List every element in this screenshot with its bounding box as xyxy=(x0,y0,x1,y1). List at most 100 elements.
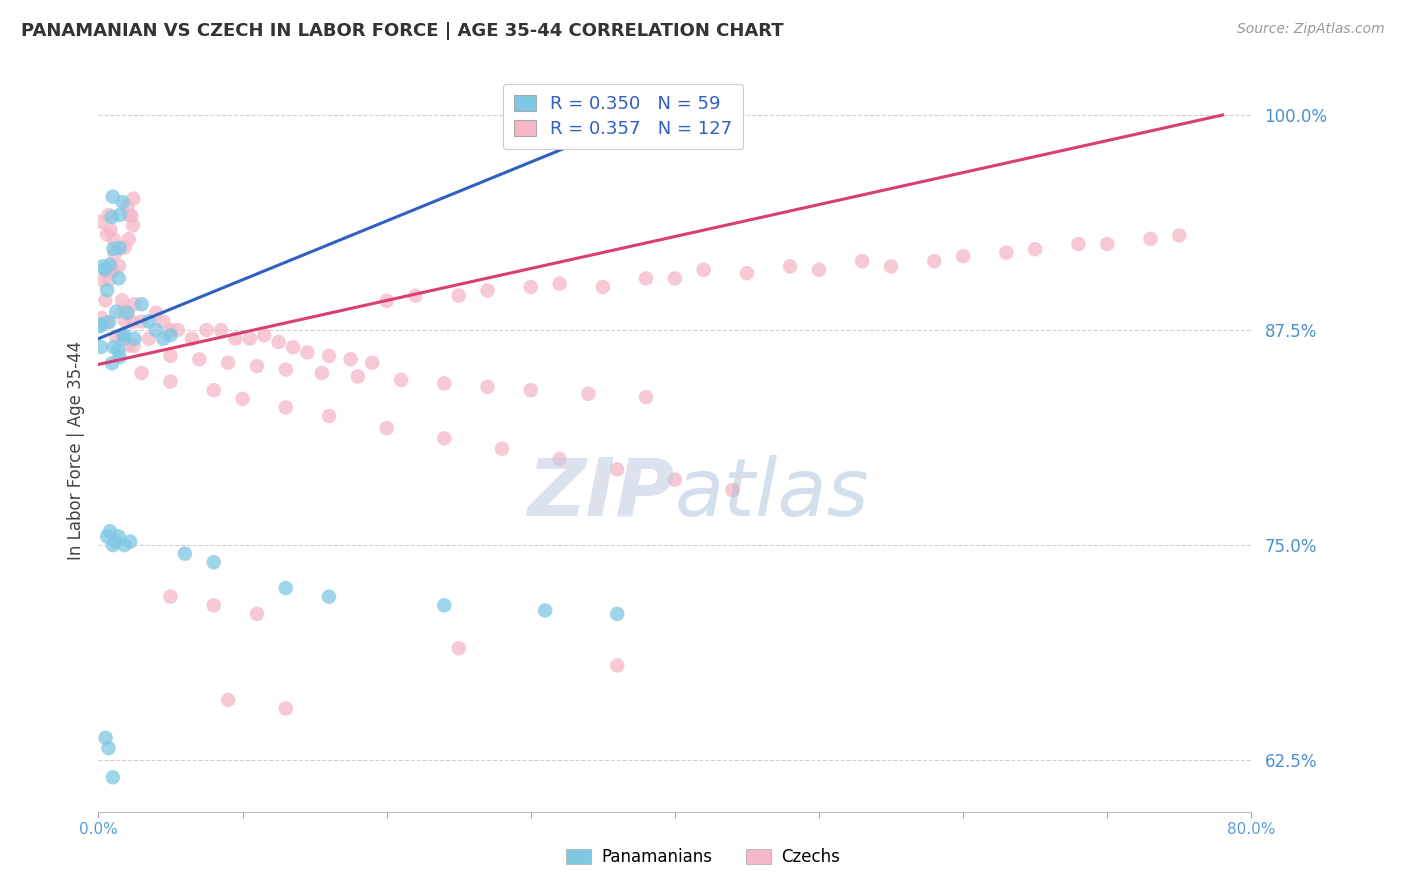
Point xyxy=(166,323,188,337)
Point xyxy=(1139,232,1161,246)
Point xyxy=(118,232,141,246)
Point xyxy=(100,223,122,237)
Point xyxy=(107,343,129,358)
Point xyxy=(318,590,340,604)
Point xyxy=(202,384,225,398)
Point xyxy=(1067,237,1090,252)
Point xyxy=(121,209,143,223)
Point xyxy=(145,306,167,320)
Point xyxy=(433,599,456,613)
Point xyxy=(138,314,160,328)
Point xyxy=(103,242,125,256)
Point xyxy=(131,297,153,311)
Point xyxy=(101,189,124,203)
Point xyxy=(103,233,125,247)
Point xyxy=(339,352,361,367)
Point xyxy=(1168,228,1191,243)
Point xyxy=(122,339,145,353)
Point xyxy=(111,293,134,308)
Point xyxy=(693,262,716,277)
Point xyxy=(361,356,384,370)
Point xyxy=(108,208,131,222)
Point xyxy=(592,280,614,294)
Point xyxy=(94,262,117,277)
Point xyxy=(108,241,131,255)
Point xyxy=(433,431,456,445)
Point xyxy=(91,260,114,274)
Point xyxy=(217,356,239,370)
Point xyxy=(138,332,160,346)
Point xyxy=(224,332,246,346)
Point xyxy=(98,524,121,539)
Point xyxy=(98,272,121,286)
Point xyxy=(104,246,127,260)
Point xyxy=(375,293,398,308)
Point xyxy=(117,306,139,320)
Point xyxy=(311,366,333,380)
Point xyxy=(152,332,174,346)
Point xyxy=(89,319,111,334)
Point xyxy=(101,210,124,224)
Point xyxy=(96,227,118,242)
Point xyxy=(209,323,232,337)
Point xyxy=(94,293,117,308)
Point xyxy=(91,273,114,287)
Point xyxy=(477,380,499,394)
Point xyxy=(779,260,801,274)
Point xyxy=(606,658,628,673)
Point xyxy=(101,538,124,552)
Point xyxy=(808,262,831,277)
Point xyxy=(90,340,112,354)
Point xyxy=(548,452,571,467)
Text: Source: ZipAtlas.com: Source: ZipAtlas.com xyxy=(1237,22,1385,37)
Point xyxy=(152,314,174,328)
Point xyxy=(520,384,543,398)
Point xyxy=(101,264,124,278)
Point xyxy=(202,599,225,613)
Point xyxy=(159,590,181,604)
Point xyxy=(447,288,470,302)
Point xyxy=(124,297,146,311)
Point xyxy=(297,345,319,359)
Point xyxy=(98,315,121,329)
Point xyxy=(267,334,290,349)
Point xyxy=(112,303,135,318)
Point xyxy=(96,283,118,297)
Point xyxy=(375,421,398,435)
Point xyxy=(89,215,111,229)
Point xyxy=(94,731,117,745)
Point xyxy=(389,373,412,387)
Point xyxy=(995,245,1018,260)
Point xyxy=(202,555,225,569)
Y-axis label: In Labor Force | Age 35-44: In Labor Force | Age 35-44 xyxy=(66,341,84,560)
Point xyxy=(253,328,276,343)
Point xyxy=(107,529,129,543)
Point xyxy=(108,350,131,364)
Point xyxy=(120,534,142,549)
Point xyxy=(664,473,686,487)
Point xyxy=(924,254,946,268)
Point xyxy=(274,362,297,376)
Point xyxy=(281,340,304,354)
Point xyxy=(96,315,118,329)
Point xyxy=(447,641,470,656)
Point xyxy=(98,258,121,272)
Point xyxy=(111,328,134,343)
Point xyxy=(721,483,744,497)
Point xyxy=(181,332,204,346)
Point xyxy=(159,328,181,343)
Point xyxy=(114,313,136,327)
Point xyxy=(107,271,129,285)
Point xyxy=(121,315,143,329)
Point xyxy=(405,288,427,302)
Point xyxy=(131,314,153,328)
Point xyxy=(195,323,218,337)
Point xyxy=(104,330,127,344)
Point xyxy=(101,356,124,370)
Point xyxy=(122,192,145,206)
Point xyxy=(735,266,758,280)
Point xyxy=(636,271,658,285)
Point xyxy=(274,581,297,595)
Point xyxy=(433,376,456,391)
Point xyxy=(664,271,686,285)
